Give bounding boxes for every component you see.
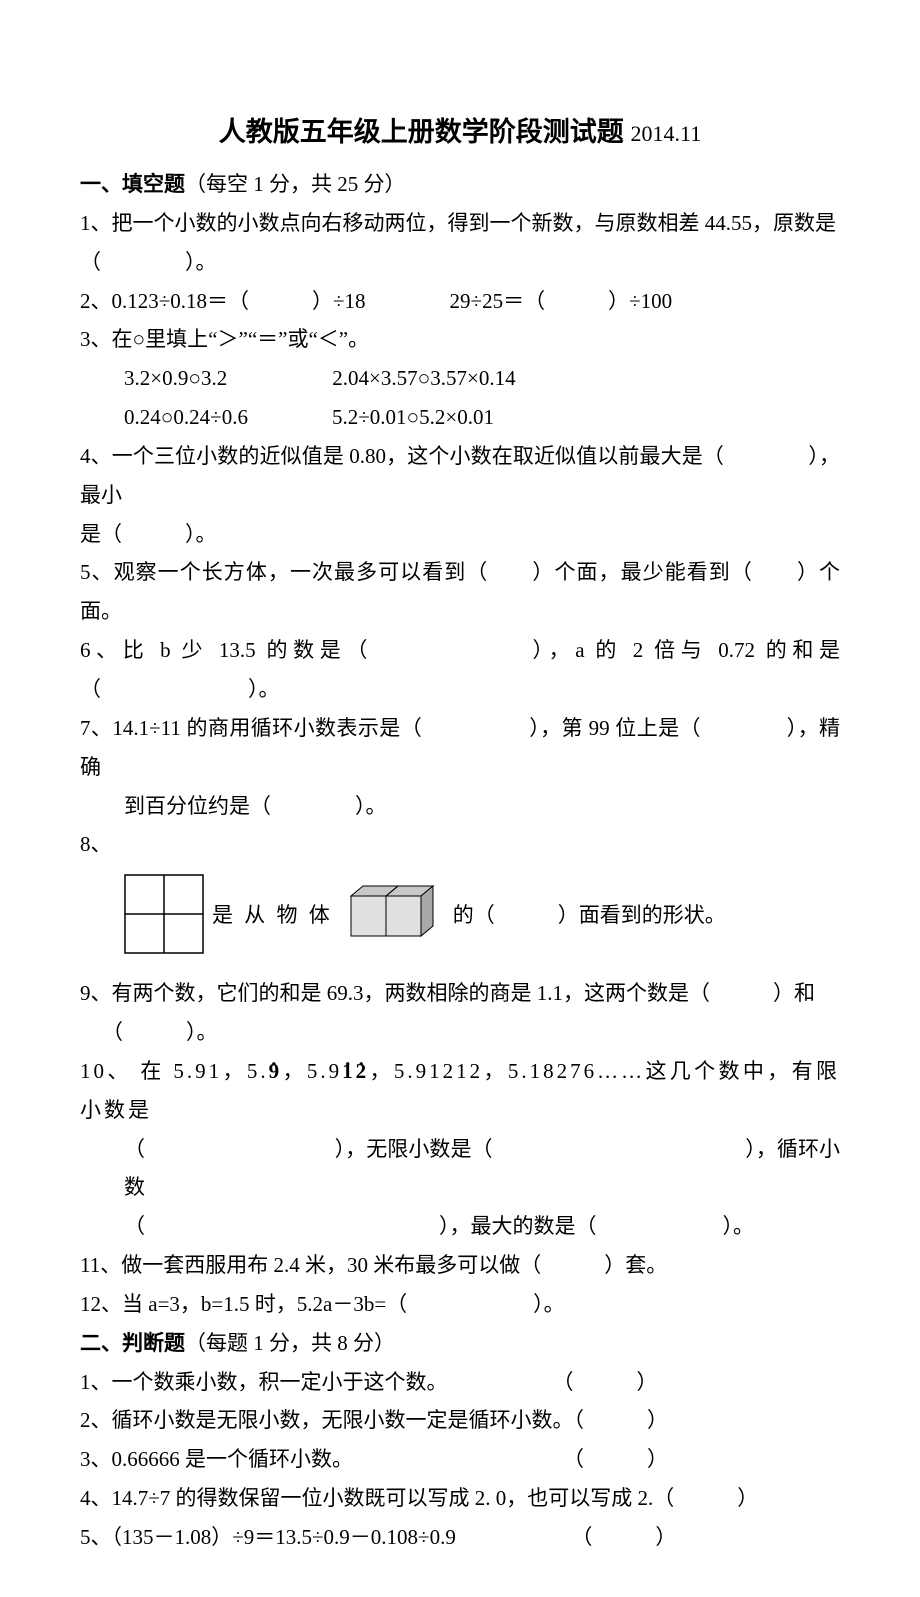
q8-end: 的（ ）面看到的形状。	[453, 899, 726, 929]
q9-line2: （ ）。	[80, 1013, 840, 1052]
s2-q1: 1、一个数乘小数，积一定小于这个数。 （ ）	[80, 1363, 840, 1402]
q10-recurring-2: 2	[356, 1059, 370, 1083]
s2-q5: 5、（135－1.08）÷9＝13.5÷0.9－0.108÷0.9 （ ）	[80, 1518, 840, 1557]
s2-q3: 3、0.66666 是一个循环小数。 （ ）	[80, 1440, 840, 1479]
q8-mid: 是 从 物 体	[212, 899, 333, 929]
section1-header-rest: （每空 1 分，共 25 分）	[185, 172, 406, 196]
q10-line2: （ ），无限小数是（ ），循环小数	[80, 1130, 840, 1208]
q11: 11、做一套西服用布 2.4 米，30 米布最多可以做（ ）套。	[80, 1246, 840, 1285]
q2: 2、0.123÷0.18＝（ ）÷18 29÷25＝（ ）÷100	[80, 282, 840, 321]
q3-line2: 3.2×0.9○3.2 2.04×3.57○3.57×0.14	[80, 359, 840, 398]
q10-recurring-1: 1	[342, 1059, 356, 1083]
q12: 12、当 a=3，b=1.5 时，5.2a－3b=（ ）。	[80, 1285, 840, 1324]
q10-recurring-9: 9	[269, 1059, 283, 1083]
q8-label: 8、	[80, 825, 840, 864]
q1-line1: 1、把一个小数的小数点向右移动两位，得到一个新数，与原数相差 44.55，原数是	[80, 204, 840, 243]
s2-q4: 4、14.7÷7 的得数保留一位小数既可以写成 2. 0，也可以写成 2.（ ）	[80, 1479, 840, 1518]
q8-row: 是 从 物 体 的（ ）面看到的形状。	[124, 874, 840, 954]
page-title: 人教版五年级上册数学阶段测试题 2014.11	[80, 110, 840, 149]
q10-pre: 10、 在 5.91，5.	[80, 1059, 269, 1083]
q6: 6、比 b 少 13.5 的数是（ ），a 的 2 倍与 0.72 的和是（ ）…	[80, 631, 840, 709]
q7-line1: 7、14.1÷11 的商用循环小数表示是（ ），第 99 位上是（ ），精确	[80, 709, 840, 787]
q3-line3: 0.24○0.24÷0.6 5.2÷0.01○5.2×0.01	[80, 398, 840, 437]
q5: 5、观察一个长方体，一次最多可以看到（ ）个面，最少能看到（ ）个面。	[80, 553, 840, 631]
q10-line3: （ ），最大的数是（ ）。	[80, 1207, 840, 1246]
cuboid-icon	[343, 884, 443, 944]
section2-header-bold: 二、判断题	[80, 1331, 185, 1355]
title-main: 人教版五年级上册数学阶段测试题	[219, 117, 624, 147]
q9-line1: 9、有两个数，它们的和是 69.3，两数相除的商是 1.1，这两个数是（ ）和	[80, 974, 840, 1013]
section2-header-rest: （每题 1 分，共 8 分）	[185, 1331, 395, 1355]
q7-line2: 到百分位约是（ ）。	[80, 787, 840, 826]
q10-mid1: ，5.9	[282, 1059, 342, 1083]
s2-q2: 2、循环小数是无限小数，无限小数一定是循环小数。（ ）	[80, 1401, 840, 1440]
title-date: 2014.11	[631, 121, 702, 146]
exam-page: 人教版五年级上册数学阶段测试题 2014.11 一、填空题（每空 1 分，共 2…	[0, 0, 920, 1597]
q4-line1: 4、一个三位小数的近似值是 0.80，这个小数在取近似值以前最大是（ ），最小	[80, 437, 840, 515]
section1-header: 一、填空题（每空 1 分，共 25 分）	[80, 165, 840, 204]
section1-header-bold: 一、填空题	[80, 172, 185, 196]
grid-2x2-icon	[124, 874, 204, 954]
q3-line1: 3、在○里填上“＞”“＝”或“＜”。	[80, 320, 840, 359]
q4-line2: 是（ ）。	[80, 515, 840, 554]
q1-line2: （ ）。	[80, 243, 840, 282]
section2-header: 二、判断题（每题 1 分，共 8 分）	[80, 1324, 840, 1363]
q10-line1: 10、 在 5.91，5.9，5.912，5.91212，5.18276……这几…	[80, 1052, 840, 1130]
